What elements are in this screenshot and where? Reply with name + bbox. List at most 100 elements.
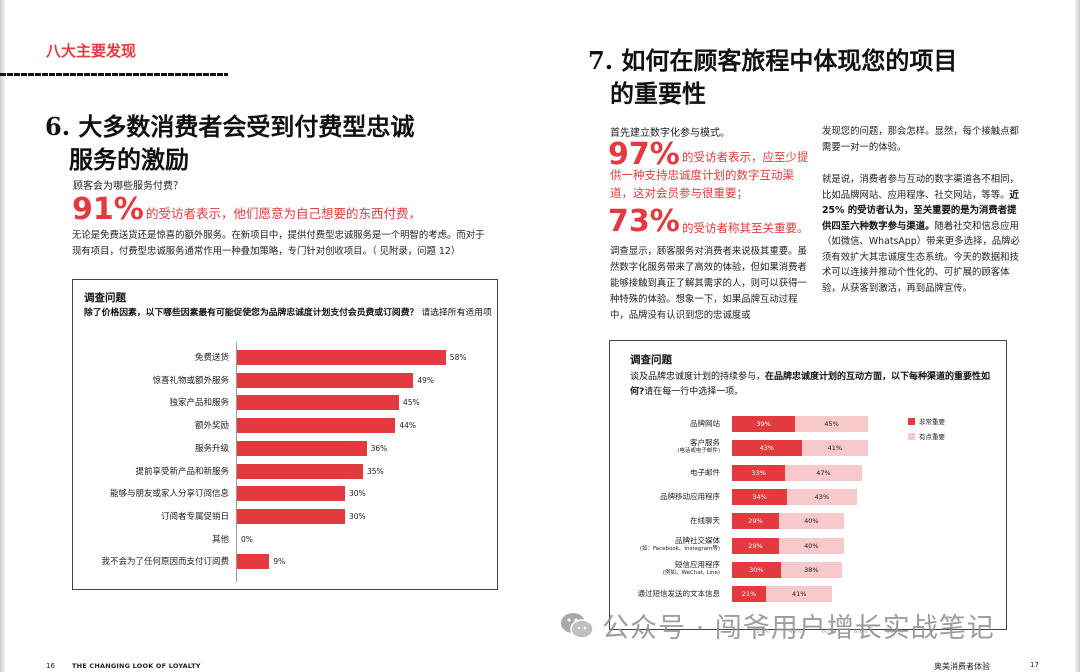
col3-text-b: 随着社交和信息应用（如微信、WhatsApp）带来更多选择，品牌必须有效扩大其忠… bbox=[822, 220, 1020, 294]
survey-question-right: 谈及品牌忠诚度计划的持续参与，在品牌忠诚度计划的互动方面，以下每种渠道的重要性如… bbox=[630, 370, 1000, 400]
survey-question-note: 请选择所有适用项 bbox=[421, 308, 492, 318]
channel-label: 通过短信发送的文本信息 bbox=[600, 589, 721, 599]
right-intro: 首先建立数字化参与模式。 bbox=[610, 128, 730, 139]
bar bbox=[237, 486, 345, 502]
segment-somewhat-important: 43% bbox=[787, 488, 857, 505]
channel-label-text: 短信应用程序 bbox=[675, 559, 720, 569]
bar-value-label: 58% bbox=[449, 353, 467, 362]
channel-label: 在线聊天 bbox=[600, 516, 720, 525]
bar-label: 惊喜礼物或额外服务 bbox=[152, 375, 229, 386]
channel-label: 品牌网站 bbox=[600, 419, 720, 428]
col3-text-a: 就是说，消费者参与互动的数字渠道各不相同，比如品牌网站、应用程序、社交网站，等等… bbox=[822, 174, 1019, 201]
section-rule bbox=[0, 73, 228, 76]
page-number-left: 16 bbox=[46, 662, 55, 670]
survey-title-left: 调查问题 bbox=[84, 292, 126, 304]
sv2-q-b: 请在每一行中选择一项。 bbox=[644, 387, 744, 397]
x-tick-label: 80% bbox=[853, 628, 867, 635]
left-edge-shadow bbox=[0, 0, 6, 672]
channel-label-sub: (如：Facebook、Instagram等) bbox=[639, 545, 720, 552]
legend-swatch-very bbox=[908, 418, 915, 425]
segment-very-important: 34% bbox=[732, 488, 788, 505]
segment-value-label: 45% bbox=[824, 420, 839, 428]
segment-somewhat-important: 40% bbox=[778, 537, 844, 554]
bar-chart-axis bbox=[236, 342, 237, 582]
segment-value-label: 43% bbox=[759, 444, 775, 453]
x-tick-label: 100% bbox=[886, 628, 904, 635]
survey-box-right bbox=[609, 340, 1007, 630]
segment-somewhat-important: 47% bbox=[785, 464, 862, 481]
bar-value-label: 30% bbox=[349, 511, 366, 521]
segment-value-label: 30% bbox=[749, 565, 764, 574]
bar-label: 能够与朋友或家人分享订阅信息 bbox=[109, 489, 229, 500]
channel-label: 短信应用程序 (例如，WeChat, Line) bbox=[600, 560, 720, 578]
heading-7-line2: 的重要性 bbox=[610, 79, 706, 108]
stat-91: 91% bbox=[72, 192, 144, 227]
stat-91-text: 的受访者表示，他们愿意为自己想要的东西付费， bbox=[146, 206, 422, 221]
channel-label-text: 在线聊天 bbox=[690, 516, 720, 526]
section-tag: 八大主要发现 bbox=[46, 42, 137, 60]
bar-label: 免费送货 bbox=[194, 353, 229, 363]
stat-97: 97% bbox=[608, 137, 680, 172]
segment-value-label: 40% bbox=[804, 541, 819, 550]
channel-label: 客户服务 (电话或电子邮件) bbox=[600, 438, 720, 456]
segment-value-label: 29% bbox=[748, 541, 763, 550]
channel-label: 品牌社交媒体 (如：Facebook、Instagram等) bbox=[600, 536, 720, 554]
bar-label: 我不会为了任何原因而支付订阅费 bbox=[101, 557, 229, 568]
bar-value-label: 0% bbox=[241, 534, 253, 544]
channel-label-sub: (例如，WeChat, Line) bbox=[662, 569, 720, 576]
segment-value-label: 29% bbox=[748, 517, 763, 526]
segment-somewhat-important: 41% bbox=[766, 586, 833, 603]
channel-label-text: 电子邮件 bbox=[690, 467, 720, 477]
bar-value-label: 44% bbox=[399, 421, 417, 431]
right-edge-shadow bbox=[1074, 0, 1080, 672]
right-col2-paragraph: 发现您的问题，那会怎样。显然，每个接触点都需要一对一的体验。 bbox=[822, 126, 1019, 153]
channel-label-text: 品牌移动应用程序 bbox=[660, 491, 720, 501]
stat-73: 73% bbox=[608, 204, 680, 239]
bar-label: 服务升级 bbox=[194, 443, 229, 454]
x-tick-label: 60% bbox=[821, 628, 835, 635]
segment-value-label: 41% bbox=[827, 444, 843, 453]
page-number-right: 17 bbox=[1030, 661, 1039, 669]
bar bbox=[237, 440, 367, 456]
bar-label: 独家产品和服务 bbox=[169, 398, 229, 409]
channel-label: 电子邮件 bbox=[600, 468, 720, 477]
channel-label-text: 通过短信发送的文本信息 bbox=[637, 589, 721, 599]
heading-6-line1: 6. 大多数消费者会受到付费型忠诚 bbox=[45, 112, 415, 141]
bar-label: 额外奖励 bbox=[194, 421, 229, 432]
segment-somewhat-important: 45% bbox=[795, 416, 869, 432]
segment-very-important: 29% bbox=[732, 537, 779, 554]
segment-value-label: 43% bbox=[814, 492, 830, 501]
right-paragraph: 调查显示，顾客服务对消费者来说极其重要。虽然数字化服务带来了高效的体验，但如果消… bbox=[610, 246, 807, 321]
survey-title-right: 调查问题 bbox=[630, 354, 672, 366]
x-tick-label: 40% bbox=[788, 628, 803, 635]
bar-value-label: 35% bbox=[367, 466, 384, 476]
left-paragraph: 无论是免费送货还是惊喜的额外服务。在新项目中，提供付费型忠诚服务是一个明智的考虑… bbox=[72, 230, 485, 257]
footer-title-right: 奥美消费者体验 bbox=[934, 662, 990, 671]
segment-value-label: 21% bbox=[741, 590, 757, 599]
bar bbox=[237, 350, 446, 365]
segment-value-label: 33% bbox=[751, 468, 766, 477]
left-question: 顾客会为哪些服务付费？ bbox=[73, 181, 183, 192]
segment-somewhat-important: 38% bbox=[780, 561, 843, 578]
segment-very-important: 43% bbox=[732, 440, 802, 457]
bar-label: 提前享受新产品和新服务 bbox=[135, 466, 229, 477]
watermark: 公众号 · 闯爷用户增长实战笔记 bbox=[560, 606, 995, 645]
bar bbox=[237, 372, 414, 388]
channel-label-text: 品牌网站 bbox=[690, 419, 720, 428]
bar-label: 订阅者专属促销日 bbox=[160, 511, 229, 522]
bar-value-label: 9% bbox=[273, 557, 286, 567]
right-col3-paragraph: 就是说，消费者参与互动的数字渠道各不相同，比如品牌网站、应用程序、社交网站，等等… bbox=[822, 172, 1022, 296]
sv2-q-a: 谈及品牌忠诚度计划的持续参与， bbox=[630, 372, 766, 382]
segment-very-important: 21% bbox=[732, 586, 767, 603]
bar-value-label: 30% bbox=[349, 489, 366, 499]
survey-box-left bbox=[72, 279, 498, 590]
segment-value-label: 39% bbox=[756, 420, 771, 428]
bar bbox=[237, 395, 399, 411]
segment-very-important: 39% bbox=[732, 416, 796, 432]
col3-text-bold: 近 25% 的受访者认为，至关重要的是为消费者提供四至六种数字参与渠道。 bbox=[822, 189, 1019, 232]
segment-somewhat-important: 41% bbox=[801, 440, 869, 457]
segment-value-label: 47% bbox=[816, 468, 831, 477]
segment-very-important: 29% bbox=[732, 513, 779, 530]
channel-label: 品牌移动应用程序 bbox=[600, 492, 720, 501]
segment-value-label: 40% bbox=[804, 517, 819, 526]
